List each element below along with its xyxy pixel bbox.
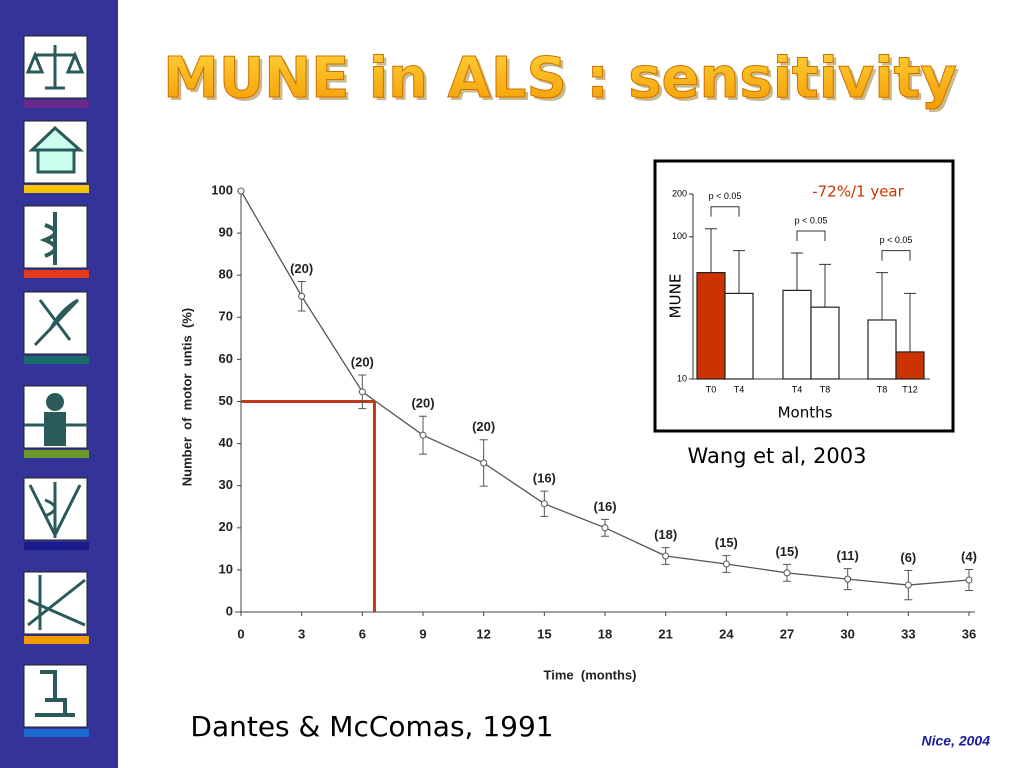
bar [810, 306, 840, 380]
footer: Nice, 2004 [922, 733, 991, 749]
y-tick-label: 100 [211, 182, 233, 197]
error-bar [819, 263, 831, 308]
significance-bracket [796, 230, 826, 241]
data-point [722, 560, 730, 568]
point-label: (16) [533, 471, 556, 486]
slide-title: MUNE in ALS : sensitivity [163, 46, 957, 111]
point-label: (20) [290, 261, 313, 276]
data-point [358, 388, 366, 396]
x-tick-label: T0 [706, 384, 717, 394]
point-label: (20) [472, 419, 495, 434]
y-tick-label: 0 [226, 603, 233, 618]
y-axis-label: MUNE [667, 274, 685, 319]
y-tick-label: 70 [219, 309, 233, 324]
y-tick-label: 60 [219, 351, 233, 366]
x-axis-label: Time (months) [544, 667, 637, 682]
y-tick-label: 10 [677, 373, 687, 383]
x-tick-label: T8 [877, 384, 888, 394]
data-point [601, 524, 609, 532]
y-axis-label: Number of motor untis (%) [179, 308, 194, 486]
x-tick-label: 0 [237, 626, 244, 641]
bar [867, 319, 897, 380]
y-tick-label: 40 [219, 435, 233, 450]
data-point [298, 292, 306, 300]
y-tick-label: 20 [219, 519, 233, 534]
point-label: (20) [411, 396, 434, 411]
chart-caption: Dantes & McComas, 1991 [190, 710, 553, 743]
error-bar [791, 252, 803, 291]
data-point [783, 569, 791, 577]
bar [895, 351, 925, 380]
x-tick-label: 27 [780, 626, 794, 641]
point-label: (20) [351, 354, 374, 369]
title-shadow: MUNE in ALS : sensitivity [166, 49, 960, 114]
y-tick-label: 100 [672, 231, 687, 241]
y-tick-label: 200 [672, 188, 687, 198]
sidebar [0, 0, 118, 768]
chart-caption: Wang et al, 2003 [688, 444, 867, 468]
p-label: p < 0.05 [880, 235, 913, 245]
error-bar [876, 272, 888, 320]
data-point [419, 431, 427, 439]
y-tick-label: 30 [219, 477, 233, 492]
x-tick-label: 33 [901, 626, 915, 641]
data-point [844, 575, 852, 583]
x-tick-label: 15 [537, 626, 551, 641]
x-tick-label: T12 [902, 384, 918, 394]
x-tick-label: T8 [820, 384, 831, 394]
x-tick-label: 30 [840, 626, 854, 641]
point-label: (15) [715, 535, 738, 550]
error-bar [904, 292, 916, 352]
point-label: (15) [775, 544, 798, 559]
point-label: (18) [654, 527, 677, 542]
point-label: (11) [836, 548, 858, 563]
x-axis-label: Months [778, 404, 833, 422]
bar [782, 289, 812, 380]
point-label: (4) [961, 549, 977, 564]
data-point [965, 576, 973, 584]
y-tick-label: 50 [219, 393, 233, 408]
data-point [540, 500, 548, 508]
x-tick-label: 9 [419, 626, 426, 641]
significance-bracket [881, 250, 911, 261]
point-label: (16) [593, 499, 616, 514]
data-point [237, 187, 245, 195]
p-label: p < 0.05 [709, 191, 742, 201]
data-point [662, 552, 670, 560]
data-point [904, 581, 912, 589]
error-bar [705, 228, 717, 273]
data-point [480, 459, 488, 467]
error-bar [733, 250, 745, 294]
x-tick-label: 3 [298, 626, 305, 641]
x-tick-label: 36 [962, 626, 976, 641]
x-tick-label: 21 [658, 626, 672, 641]
y-tick-label: 10 [219, 561, 233, 576]
point-label: (6) [900, 550, 916, 565]
x-tick-label: 18 [598, 626, 612, 641]
annotation: -72%/1 year [812, 183, 904, 201]
significance-bracket [710, 206, 740, 217]
bar [696, 272, 726, 380]
x-tick-label: 12 [476, 626, 490, 641]
x-tick-label: 24 [719, 626, 734, 641]
y-tick-label: 90 [219, 225, 233, 240]
bar [724, 292, 754, 380]
y-tick-label: 80 [219, 267, 233, 282]
x-tick-label: T4 [792, 384, 803, 394]
sidebar-icons [23, 35, 89, 737]
x-tick-label: 6 [359, 626, 366, 641]
x-tick-label: T4 [734, 384, 745, 394]
p-label: p < 0.05 [795, 215, 828, 225]
